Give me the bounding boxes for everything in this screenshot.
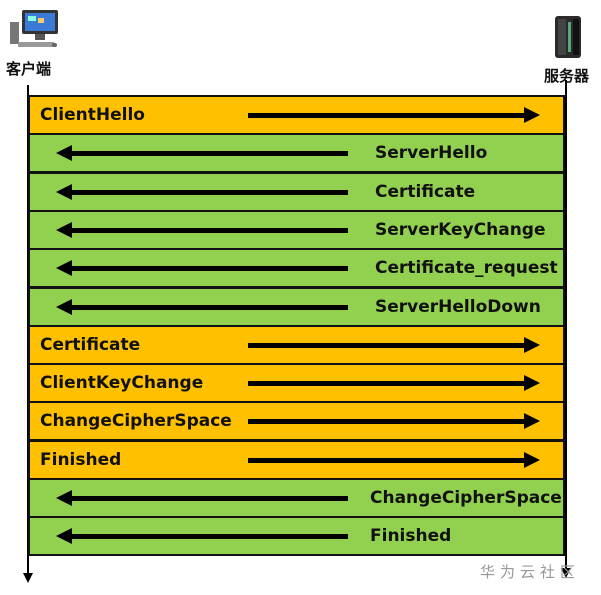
- message-label: ClientKeyChange: [40, 373, 204, 393]
- client-lifeline-arrowhead: [23, 573, 33, 583]
- message-label: ServerHello: [375, 143, 488, 163]
- message-label: Finished: [40, 450, 122, 470]
- message-row: Certificate: [28, 172, 565, 212]
- message-row: ServerHello: [28, 133, 565, 173]
- left-arrow-icon: [56, 260, 348, 276]
- server-lifeline-arrowhead: [561, 568, 571, 578]
- message-label: Certificate_request: [375, 258, 558, 278]
- client-label: 客户端: [6, 60, 52, 78]
- server-lifeline: [565, 80, 567, 570]
- left-arrow-icon: [56, 184, 348, 200]
- message-row: ChangeCipherSpace: [28, 478, 565, 518]
- message-label: ChangeCipherSpace: [370, 488, 562, 508]
- message-row: Finished: [28, 440, 565, 480]
- message-row: Certificate_request: [28, 248, 565, 288]
- message-row: ClientKeyChange: [28, 363, 565, 403]
- message-row: ServerHelloDown: [28, 287, 565, 327]
- message-row: ChangeCipherSpace: [28, 401, 565, 441]
- server-rack-icon: [555, 16, 581, 58]
- message-label: Finished: [370, 526, 452, 546]
- message-label: ServerKeyChange: [375, 220, 546, 240]
- right-arrow-icon: [248, 337, 540, 353]
- right-arrow-icon: [248, 413, 540, 429]
- right-arrow-icon: [248, 107, 540, 123]
- left-arrow-icon: [56, 222, 348, 238]
- message-row: ServerKeyChange: [28, 210, 565, 250]
- left-arrow-icon: [56, 299, 348, 315]
- message-label: Certificate: [375, 182, 476, 202]
- right-arrow-icon: [248, 375, 540, 391]
- message-label: ChangeCipherSpace: [40, 411, 232, 431]
- left-arrow-icon: [56, 528, 348, 544]
- message-label: ServerHelloDown: [375, 297, 541, 317]
- right-arrow-icon: [248, 452, 540, 468]
- desktop-computer-icon: [10, 10, 58, 47]
- watermark: 华为云社区: [480, 563, 581, 581]
- left-arrow-icon: [56, 145, 348, 161]
- message-row: Finished: [28, 516, 565, 556]
- server-label: 服务器: [544, 67, 590, 85]
- left-arrow-icon: [56, 490, 348, 506]
- message-row: Certificate: [28, 325, 565, 365]
- message-label: ClientHello: [40, 105, 145, 125]
- message-row: ClientHello: [28, 95, 565, 135]
- message-label: Certificate: [40, 335, 141, 355]
